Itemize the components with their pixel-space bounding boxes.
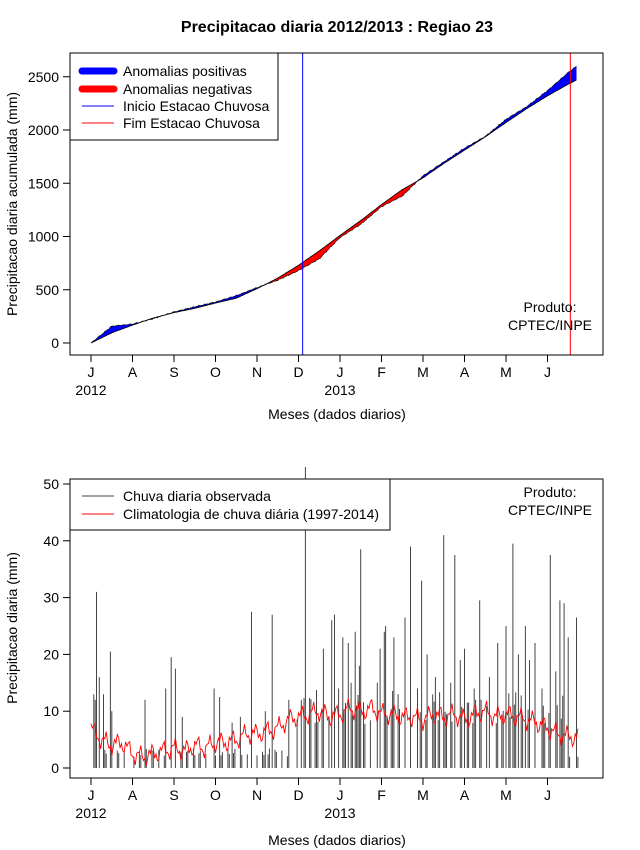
top-x-tick-label-11: J xyxy=(544,364,551,380)
top-x-axis-label: Meses (dados diarios) xyxy=(268,406,406,422)
bottom-x-axis-label: Meses (dados diarios) xyxy=(268,832,406,848)
top-lines xyxy=(90,53,577,355)
top-y-tick-label-1: 500 xyxy=(36,282,60,298)
top-x-tick-label-6: J xyxy=(337,364,344,380)
bottom-x-tick-label-10: M xyxy=(500,787,512,803)
top-legend: Anomalias positivas Anomalias negativas … xyxy=(69,52,279,141)
top-x-axis: J A S O N D J F M A M J 2012 2013 xyxy=(75,354,551,398)
bottom-product-source: CPTEC/INPE xyxy=(508,502,592,518)
legend-start-label: Inicio Estacao Chuvosa xyxy=(123,98,270,114)
top-product-source: CPTEC/INPE xyxy=(508,317,592,333)
legend-climatology-label: Climatologia de chuva diária (1997-2014) xyxy=(123,506,379,522)
top-y-tick-label-2: 1000 xyxy=(28,229,59,245)
bottom-x-tick-label-3: O xyxy=(210,787,221,803)
top-chart: Precipitacao diaria 2012/2013 : Regiao 2… xyxy=(4,19,604,422)
bottom-x-tick-label-11: J xyxy=(544,787,551,803)
bottom-x-tick-label-4: N xyxy=(252,787,262,803)
top-x-tick-label-2: S xyxy=(169,364,178,380)
bottom-x-tick-label-5: D xyxy=(293,787,303,803)
top-x-tick-label-3: O xyxy=(210,364,221,380)
top-x-tick-label-5: D xyxy=(293,364,303,380)
top-year-label-1: 2013 xyxy=(324,382,355,398)
top-product-label: Produto: xyxy=(524,299,577,315)
bottom-chart: 0 10 20 30 40 50 J A S O N D J F M A M J 2012 2013 Precipi… xyxy=(4,467,604,848)
top-x-tick-label-4: N xyxy=(252,364,262,380)
bottom-y-axis-label: Precipitacao diaria (mm) xyxy=(4,552,20,704)
bottom-year-label-1: 2013 xyxy=(324,805,355,821)
positive-anomaly-8 xyxy=(418,66,577,181)
top-year-label-0: 2012 xyxy=(75,382,106,398)
climatology-cumulative-line xyxy=(90,79,577,344)
top-y-tick-label-3: 1500 xyxy=(28,175,59,191)
top-x-tick-label-8: M xyxy=(417,364,429,380)
legend-end-label: Fim Estacao Chuvosa xyxy=(123,115,260,131)
bottom-y-tick-label-3: 30 xyxy=(43,590,59,606)
bottom-product-label: Produto: xyxy=(524,484,577,500)
bottom-legend: Chuva diaria observada Climatologia de c… xyxy=(69,478,391,531)
top-y-tick-label-0: 0 xyxy=(51,335,59,351)
observed-cumulative-line xyxy=(90,65,577,344)
bottom-x-tick-label-7: F xyxy=(377,787,386,803)
bottom-x-axis: J A S O N D J F M A M J 2012 2013 xyxy=(75,777,551,821)
bottom-legend-box xyxy=(69,478,391,531)
negative-anomaly-7 xyxy=(263,179,419,286)
top-y-tick-label-5: 2500 xyxy=(28,69,59,85)
bottom-x-tick-label-2: S xyxy=(169,787,178,803)
bottom-y-axis: 0 10 20 30 40 50 xyxy=(43,476,71,776)
top-x-tick-label-10: M xyxy=(500,364,512,380)
bottom-x-tick-label-6: J xyxy=(337,787,344,803)
bottom-y-tick-label-4: 40 xyxy=(43,533,59,549)
bottom-bars xyxy=(93,467,579,768)
legend-negative-label: Anomalias negativas xyxy=(123,81,252,97)
top-y-tick-label-4: 2000 xyxy=(28,122,59,138)
top-x-tick-label-1: A xyxy=(128,364,138,380)
top-x-tick-label-0: J xyxy=(88,364,95,380)
bottom-x-tick-label-1: A xyxy=(128,787,138,803)
top-y-axis: 0 500 1000 1500 2000 2500 xyxy=(28,69,71,351)
bottom-x-tick-label-0: J xyxy=(88,787,95,803)
bottom-y-tick-label-1: 10 xyxy=(43,703,59,719)
top-y-axis-label: Precipitacao diaria acumulada (mm) xyxy=(4,92,20,316)
bottom-y-tick-label-5: 50 xyxy=(43,476,59,492)
bottom-year-label-0: 2012 xyxy=(75,805,106,821)
top-chart-title: Precipitacao diaria 2012/2013 : Regiao 2… xyxy=(181,19,493,36)
climatology-daily-line xyxy=(90,698,579,766)
top-x-tick-label-9: A xyxy=(460,364,470,380)
legend-observed-label: Chuva diaria observada xyxy=(123,488,271,504)
bottom-x-tick-label-8: M xyxy=(417,787,429,803)
bottom-x-tick-label-9: A xyxy=(460,787,470,803)
bottom-climatology xyxy=(90,698,579,766)
bottom-y-tick-label-0: 0 xyxy=(51,760,59,776)
top-x-tick-label-7: F xyxy=(377,364,386,380)
legend-positive-label: Anomalias positivas xyxy=(123,63,247,79)
bottom-y-tick-label-2: 20 xyxy=(43,646,59,662)
positive-anomaly-0 xyxy=(91,320,145,343)
